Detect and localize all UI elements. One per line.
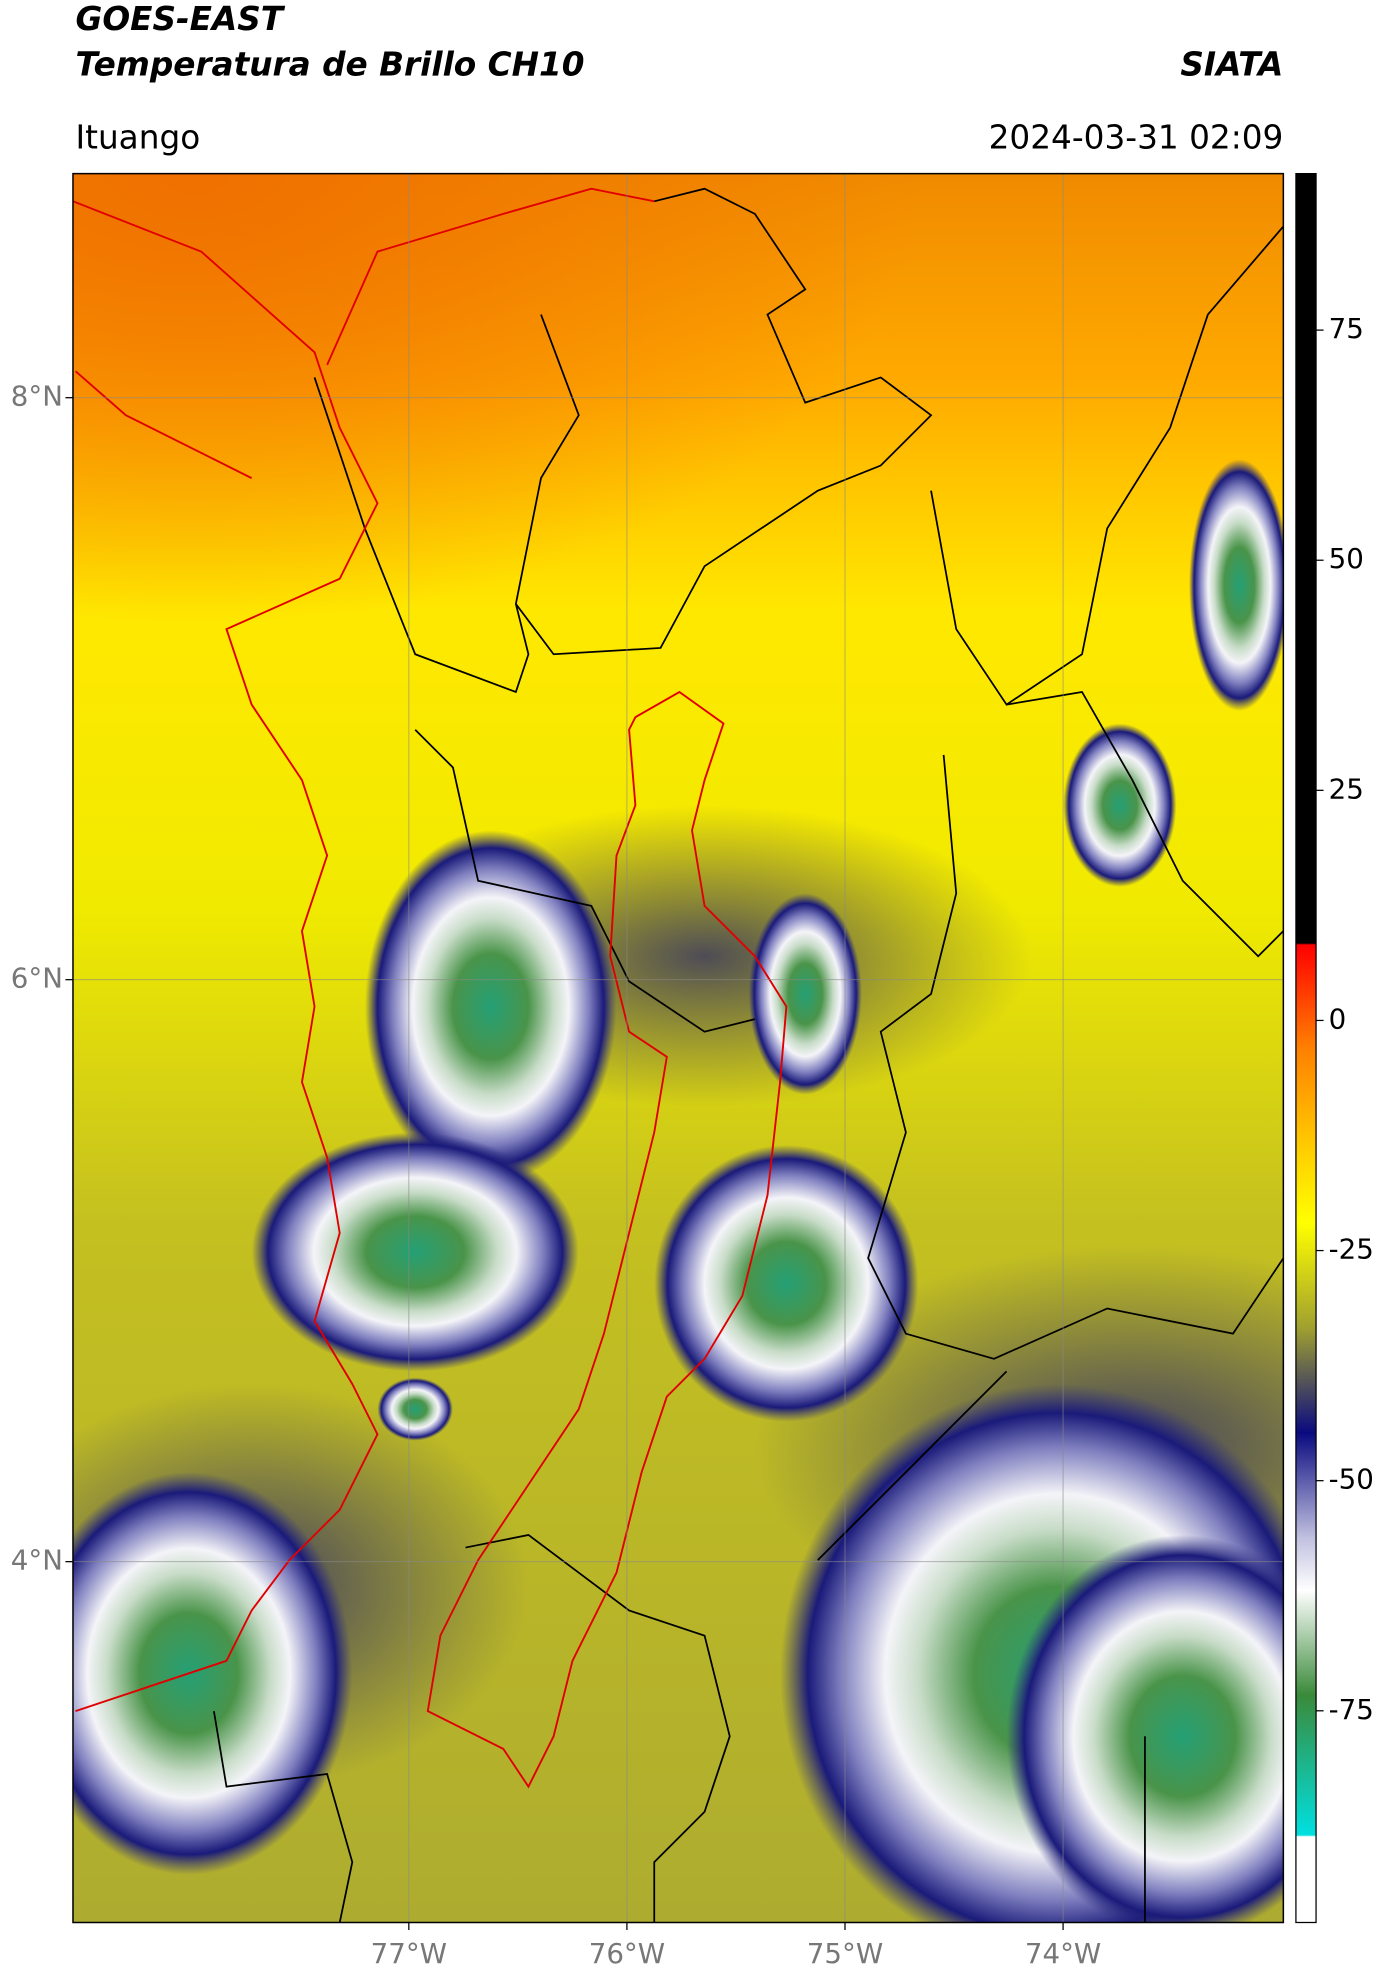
- region-label: Ituango: [75, 118, 200, 156]
- satellite-title: GOES-EAST: [75, 0, 285, 38]
- y-tick-label: 6°N: [11, 962, 63, 995]
- colorbar-tick-label: -25: [1329, 1233, 1374, 1266]
- colorbar-tick-label: 50: [1329, 542, 1364, 575]
- map-image: [72, 173, 1284, 1923]
- product-title: Temperatura de Brillo CH10: [75, 45, 584, 83]
- x-tick-label: 74°W: [1025, 1937, 1101, 1970]
- y-tick-label: 4°N: [11, 1544, 63, 1577]
- x-tick-label: 77°W: [371, 1937, 447, 1970]
- ticks: 77°W 76°W 75°W 74°W 8°N 6°N 4°N 75 50 25 0 -25 -50 -7…: [11, 312, 1374, 1970]
- x-tick-label: 76°W: [589, 1937, 665, 1970]
- colorbar: [1295, 172, 1317, 1924]
- colorbar-tick-label: -50: [1329, 1463, 1374, 1496]
- colorbar-tick-label: 75: [1329, 312, 1364, 345]
- x-tick-label: 75°W: [807, 1937, 883, 1970]
- map-frame: [72, 172, 1285, 1924]
- colorbar-tick-label: -75: [1329, 1693, 1374, 1726]
- colorbar-tick-label: 0: [1329, 1002, 1347, 1035]
- y-tick-label: 8°N: [11, 380, 63, 413]
- graticule: [72, 173, 1284, 1923]
- colorbar-tick-label: 25: [1329, 772, 1364, 805]
- source-title: SIATA: [1180, 45, 1283, 83]
- datetime-label: 2024-03-31 02:09: [989, 118, 1284, 156]
